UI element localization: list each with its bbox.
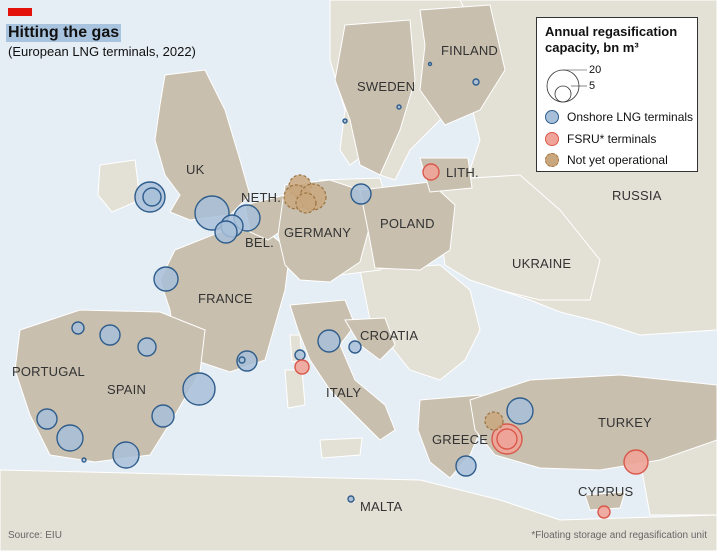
label-croatia: CROATIA <box>360 328 419 343</box>
label-malta: MALTA <box>360 499 403 514</box>
terminal-bubble <box>142 187 162 207</box>
terminal-bubble <box>350 183 372 205</box>
legend-size-small-label: 5 <box>589 80 596 92</box>
label-lith: LITH. <box>446 165 479 180</box>
legend-title: Annual regasification capacity, bn m³ <box>545 24 678 55</box>
legend-size-large-label: 20 <box>589 64 602 76</box>
terminals-planned <box>283 174 504 431</box>
label-turkey: TURKEY <box>598 415 652 430</box>
label-neth: NETH. <box>241 190 281 205</box>
label-poland: POLAND <box>380 216 435 231</box>
legend-swatch-planned <box>545 153 559 167</box>
terminal-bubble <box>81 457 87 463</box>
legend-size-key <box>546 69 587 103</box>
terminal-bubble <box>317 329 341 353</box>
terminal-bubble <box>151 404 175 428</box>
legend-item-fsru: FSRU* terminals <box>545 132 656 146</box>
land-sicily <box>319 437 363 459</box>
terminal-bubble <box>294 349 306 361</box>
footnote: *Floating storage and regasification uni… <box>531 530 707 541</box>
land-sweden <box>334 19 416 176</box>
terminals-onshore <box>36 61 534 503</box>
label-ukraine: UKRAINE <box>512 256 572 271</box>
terminal-bubble <box>496 428 518 450</box>
terminals-fsru <box>294 163 649 519</box>
label-portugal: PORTUGAL <box>12 364 85 379</box>
terminal-bubble <box>214 220 238 244</box>
land-finland <box>419 4 506 126</box>
terminal-bubble <box>472 78 480 86</box>
terminal-bubble <box>506 397 534 425</box>
label-sweden: SWEDEN <box>357 79 416 94</box>
terminal-bubble <box>236 350 258 372</box>
land-sardinia <box>284 369 306 409</box>
legend-swatch-onshore <box>545 110 559 124</box>
source-note: Source: EIU <box>8 530 62 541</box>
chart-title: Hitting the gas <box>8 24 120 41</box>
legend: Annual regasification capacity, bn m³ 20… <box>536 17 698 172</box>
terminal-bubble <box>238 356 246 364</box>
terminal-bubble <box>422 163 440 181</box>
terminal-bubble <box>71 321 85 335</box>
terminal-bubble <box>597 505 611 519</box>
title-highlight: Hitting the gas <box>6 24 122 42</box>
label-bel: BEL. <box>245 235 274 250</box>
legend-label-onshore: Onshore LNG terminals <box>567 110 694 124</box>
terminal-bubble <box>348 340 362 354</box>
label-italy: ITALY <box>326 385 362 400</box>
terminal-bubble <box>455 455 477 477</box>
terminal-bubble <box>194 195 230 231</box>
terminal-bubble <box>396 104 402 110</box>
terminal-bubble <box>623 449 649 475</box>
land-north-africa <box>0 469 717 551</box>
land-cyprus <box>584 491 626 511</box>
label-cyprus: CYPRUS <box>578 484 634 499</box>
legend-label-fsru: FSRU* terminals <box>567 132 657 146</box>
terminal-bubble <box>182 372 216 406</box>
land-ireland <box>97 159 141 213</box>
terminal-bubble <box>295 192 317 214</box>
label-uk: UK <box>186 162 205 177</box>
terminal-bubble <box>99 324 121 346</box>
legend-item-planned: Not yet operational <box>545 153 668 167</box>
land-uk <box>154 69 251 221</box>
label-spain: SPAIN <box>107 382 147 397</box>
label-france: FRANCE <box>198 291 253 306</box>
label-germany: GERMANY <box>284 225 352 240</box>
terminal-bubble <box>137 337 157 357</box>
legend-label-planned: Not yet operational <box>567 153 668 167</box>
legend-size-circle-small <box>554 85 572 103</box>
terminal-bubble <box>347 495 355 503</box>
land-turkey <box>469 374 717 471</box>
legend-swatch-fsru <box>545 132 559 146</box>
label-finland: FINLAND <box>441 43 499 58</box>
terminal-bubble <box>294 359 310 375</box>
terminal-bubble <box>342 118 348 124</box>
terminal-bubble <box>112 441 140 469</box>
legend-item-onshore: Onshore LNG terminals <box>545 110 693 124</box>
terminal-bubble <box>56 424 84 452</box>
terminal-bubble <box>36 408 58 430</box>
terminal-bubble <box>427 61 433 67</box>
chart-subtitle: (European LNG terminals, 2022) <box>8 44 196 59</box>
terminal-bubble <box>153 266 179 292</box>
label-russia: RUSSIA <box>612 188 662 203</box>
terminal-bubble <box>484 411 504 431</box>
brand-tag <box>8 8 32 16</box>
label-greece: GREECE <box>432 432 489 447</box>
